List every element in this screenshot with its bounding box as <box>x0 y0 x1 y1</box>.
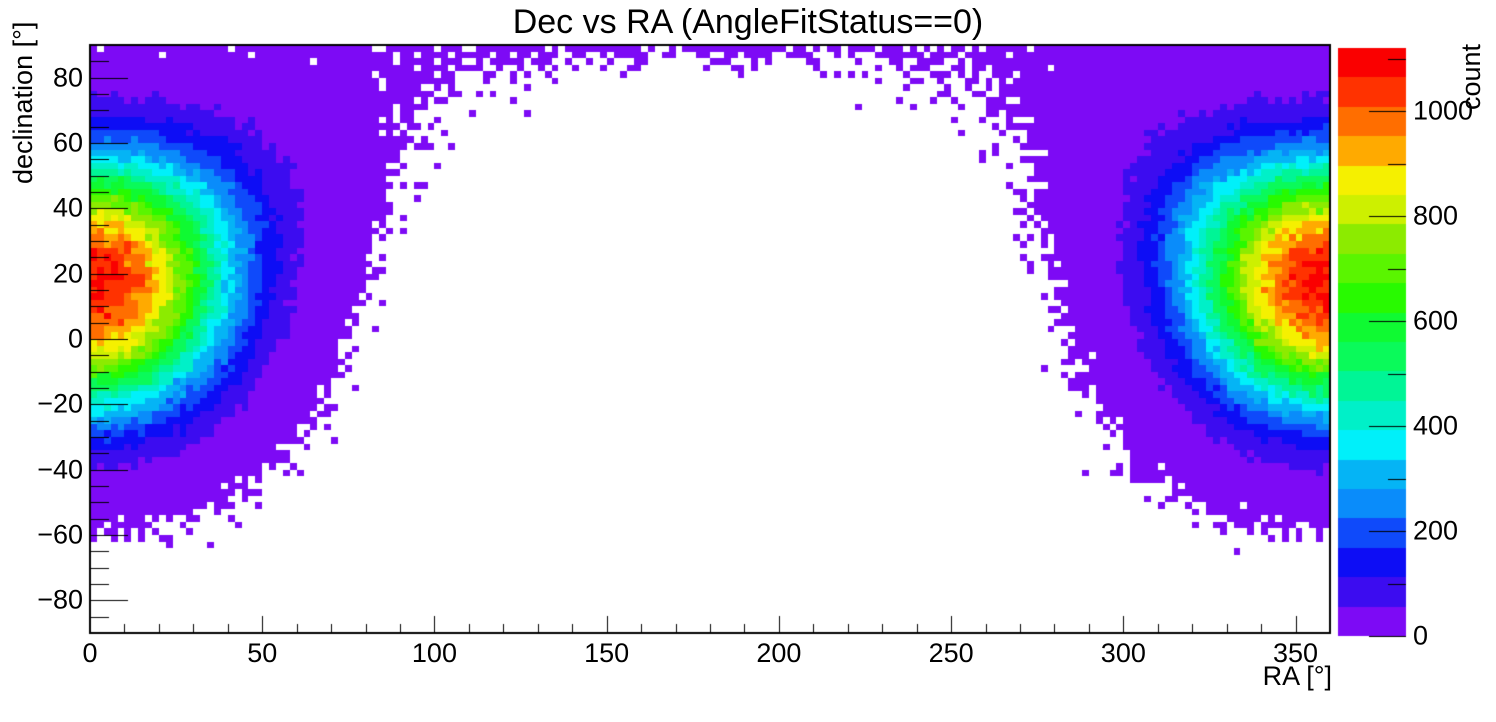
x-tick-label: 100 <box>411 638 457 668</box>
y-axis-title: declination [°] <box>8 21 38 184</box>
colorbar-tick-label: 1000 <box>1413 95 1474 126</box>
y-tick-label: −20 <box>37 388 83 419</box>
x-tick-label: 200 <box>756 638 802 668</box>
y-tick-label: 0 <box>67 323 83 354</box>
y-tick-label: 60 <box>52 127 83 158</box>
y-tick-label: 20 <box>52 258 83 289</box>
x-tick-label: 150 <box>584 638 630 668</box>
y-tick-label: −60 <box>37 519 83 550</box>
x-tick-label: 300 <box>1100 638 1146 668</box>
y-tick-label: 40 <box>52 192 83 223</box>
x-tick-label: 50 <box>247 638 278 668</box>
chart-title: Dec vs RA (AngleFitStatus==0) <box>512 3 984 41</box>
x-axis-title: RA [°] <box>1262 661 1332 691</box>
colorbar-tick-label: 800 <box>1413 200 1459 231</box>
y-tick-label: 80 <box>52 62 83 93</box>
y-tick-label: −80 <box>37 584 83 615</box>
x-tick-label: 0 <box>82 638 98 668</box>
colorbar-tick-label: 600 <box>1413 305 1459 336</box>
x-tick-label: 250 <box>928 638 974 668</box>
y-tick-label: −40 <box>37 454 83 485</box>
colorbar-tick-label: 400 <box>1413 410 1459 441</box>
colorbar-tick-label: 0 <box>1413 620 1429 651</box>
colorbar-tick-label: 200 <box>1413 515 1459 546</box>
x-tick-label: 350 <box>1273 638 1319 668</box>
